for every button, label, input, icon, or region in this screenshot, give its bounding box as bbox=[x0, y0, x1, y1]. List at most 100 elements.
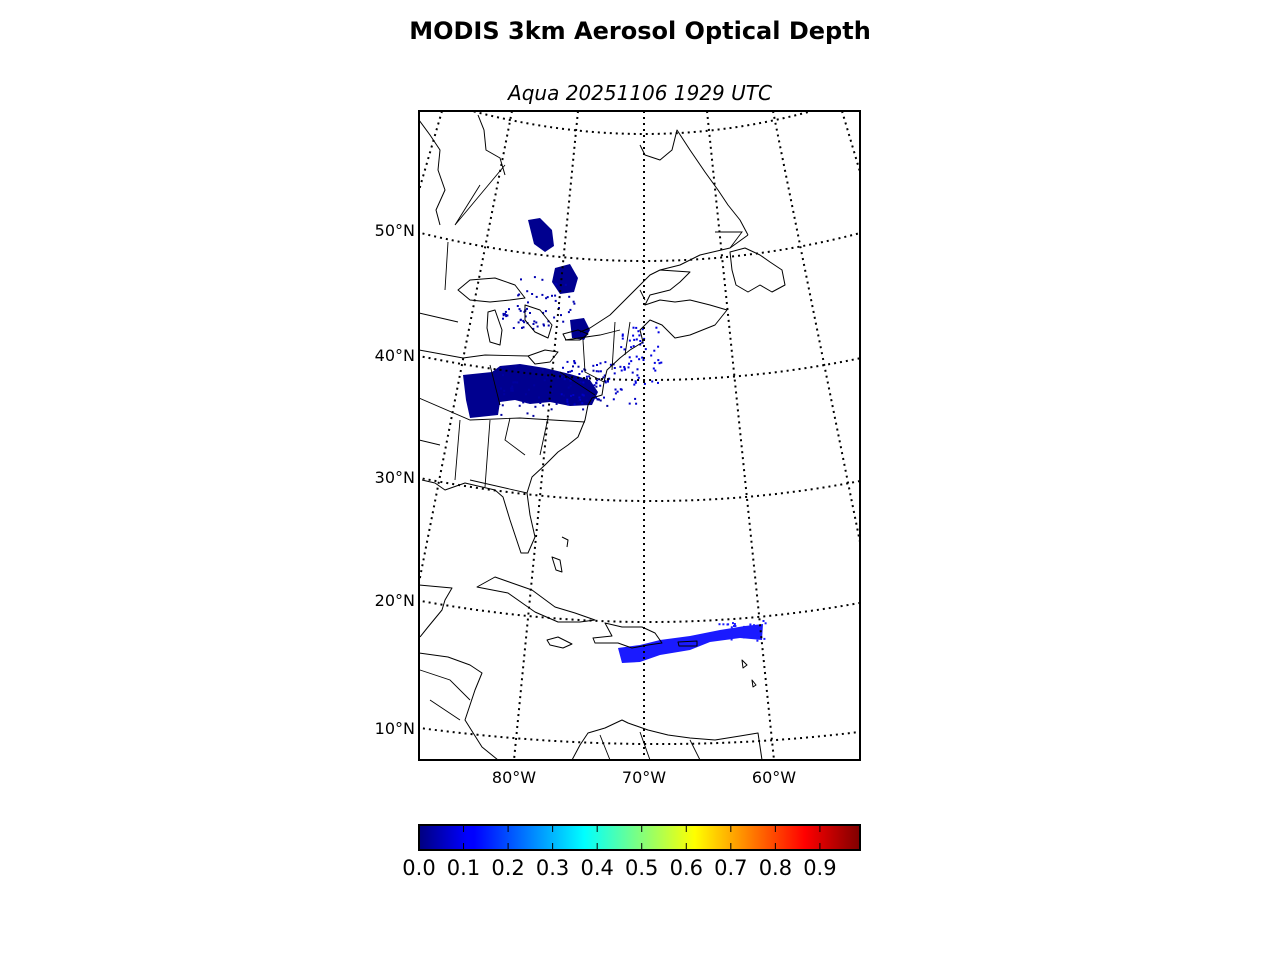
aod-pixel bbox=[621, 337, 624, 340]
aod-pixel bbox=[613, 367, 616, 369]
colorbar-label: 0.6 bbox=[670, 856, 703, 880]
aod-pixel bbox=[603, 396, 605, 399]
aod-pixel bbox=[518, 308, 521, 311]
aod-pixel bbox=[569, 308, 572, 311]
aod-pixel bbox=[639, 340, 642, 342]
aod-pixel bbox=[543, 324, 545, 327]
aod-pixel bbox=[604, 380, 607, 383]
aod-pixel bbox=[614, 388, 617, 391]
aod-pixel bbox=[551, 377, 554, 380]
aod-pixel bbox=[512, 381, 515, 384]
coast-great-lakes bbox=[457, 277, 589, 365]
aod-pixel bbox=[550, 408, 553, 411]
aod-pixel bbox=[503, 389, 506, 392]
aod-pixel bbox=[609, 363, 612, 366]
aod-pixel bbox=[520, 278, 522, 281]
aod-pixel bbox=[623, 367, 626, 370]
aod-pixel bbox=[522, 326, 525, 329]
aod-pixel bbox=[620, 369, 623, 372]
aod-pixel bbox=[651, 380, 654, 383]
aod-pixel bbox=[541, 278, 544, 281]
aod-pixel bbox=[570, 394, 572, 397]
aod-pixel bbox=[506, 314, 509, 317]
aod-pixel bbox=[641, 328, 644, 331]
parallel-line bbox=[419, 476, 860, 502]
aod-pixel bbox=[533, 384, 536, 387]
aod-pixel bbox=[579, 398, 582, 401]
aod-pixel bbox=[560, 375, 563, 378]
aod-pixel bbox=[585, 375, 588, 378]
aod-pixel bbox=[526, 290, 529, 293]
aod-pixel bbox=[563, 394, 565, 397]
aod-pixel bbox=[532, 327, 535, 330]
aod-pixel bbox=[599, 399, 602, 402]
lon-label-80w: 80°W bbox=[492, 768, 536, 787]
coast-puerto-rico bbox=[677, 640, 698, 647]
aod-pixel bbox=[567, 311, 570, 314]
meridian-line bbox=[419, 111, 443, 194]
aod-pixel bbox=[564, 283, 567, 286]
aod-pixel bbox=[531, 293, 534, 295]
aod-pixel bbox=[636, 368, 639, 371]
aod-pixel bbox=[635, 402, 638, 405]
aod-pixel bbox=[633, 338, 636, 341]
aod-pixel bbox=[532, 414, 535, 417]
aod-pixel bbox=[635, 338, 638, 341]
aod-pixel bbox=[637, 376, 640, 379]
aod-pixel bbox=[541, 369, 544, 372]
aod-pixel bbox=[578, 373, 581, 375]
aod-pixel bbox=[502, 374, 504, 377]
aod-pixel bbox=[749, 623, 752, 626]
aod-pixel bbox=[500, 413, 503, 416]
aod-pixel bbox=[642, 359, 645, 361]
aod-pixel bbox=[557, 376, 560, 379]
map-frame bbox=[418, 110, 861, 761]
aod-pixel bbox=[628, 339, 631, 342]
aod-pixel bbox=[621, 334, 624, 337]
aod-pixel bbox=[523, 310, 526, 313]
aod-pixel bbox=[730, 626, 733, 629]
meridian-line bbox=[513, 111, 579, 760]
aod-pixel bbox=[592, 364, 595, 367]
lat-label-30n: 30°N bbox=[375, 468, 415, 487]
aod-pixel bbox=[500, 387, 502, 390]
aod-pixel bbox=[756, 634, 759, 637]
aod-pixel bbox=[650, 354, 653, 357]
coast-bahamas bbox=[551, 536, 757, 688]
aod-pixel bbox=[749, 631, 752, 634]
aod-pixel bbox=[639, 343, 642, 346]
aod-layer bbox=[463, 218, 767, 663]
aod-pixel bbox=[578, 396, 581, 399]
aod-pixel bbox=[599, 384, 602, 387]
aod-pixel bbox=[504, 310, 507, 313]
aod-pixel bbox=[573, 361, 576, 364]
coast-central-america bbox=[419, 652, 499, 760]
aod-pixel bbox=[521, 326, 523, 329]
aod-patch-ontario bbox=[570, 318, 590, 340]
aod-patch-quebec-mid bbox=[552, 264, 578, 294]
aod-pixel bbox=[588, 375, 591, 378]
lat-label-10n: 10°N bbox=[375, 719, 415, 738]
aod-pixel bbox=[658, 362, 661, 365]
aod-pixel bbox=[637, 330, 640, 333]
lat-label-20n: 20°N bbox=[375, 591, 415, 610]
aod-pixel bbox=[563, 378, 566, 381]
aod-pixel bbox=[511, 387, 514, 390]
aod-pixel bbox=[511, 389, 514, 392]
aod-pixel bbox=[754, 626, 757, 629]
aod-pixel bbox=[516, 305, 519, 307]
parallel-line bbox=[419, 354, 860, 381]
aod-pixel bbox=[517, 321, 520, 324]
aod-pixel bbox=[730, 638, 733, 641]
aod-pixel bbox=[572, 394, 575, 396]
aod-pixel bbox=[522, 319, 525, 322]
colorbar-label: 0.3 bbox=[536, 856, 569, 880]
aod-pixel bbox=[560, 393, 563, 396]
aod-pixel bbox=[573, 403, 576, 406]
aod-pixel bbox=[566, 400, 569, 403]
aod-pixel bbox=[619, 365, 622, 368]
lat-label-50n: 50°N bbox=[375, 221, 415, 240]
aod-pixel bbox=[558, 307, 560, 309]
aod-pixel bbox=[597, 398, 600, 401]
colorbar-label: 0.5 bbox=[625, 856, 658, 880]
